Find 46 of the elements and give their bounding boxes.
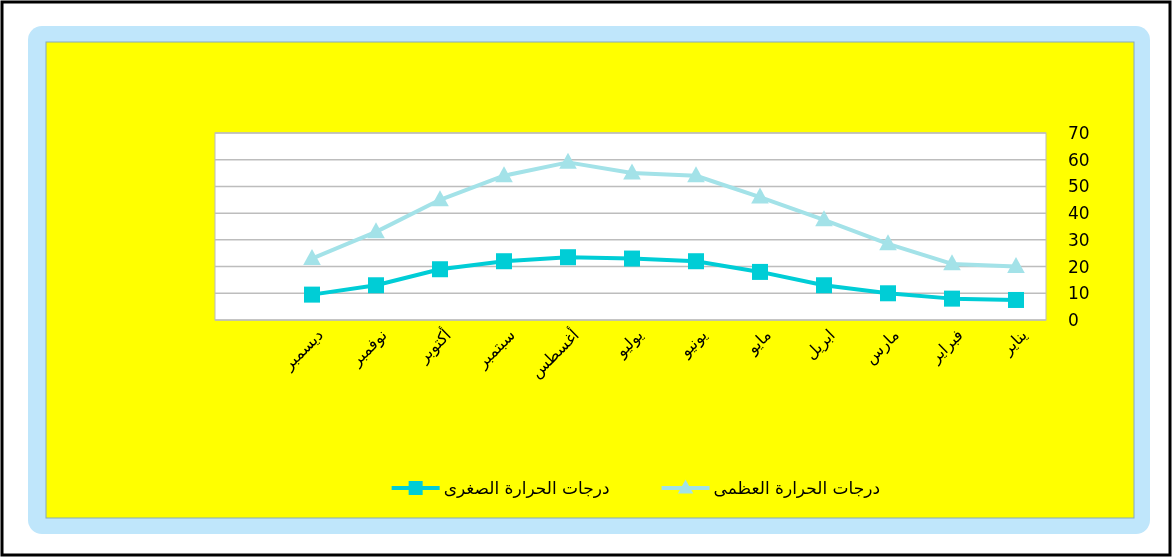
y-tick-label: 20 bbox=[1068, 256, 1090, 277]
legend-label: درجات الحرارة العظمى bbox=[713, 478, 880, 498]
y-tick-label: 40 bbox=[1068, 203, 1090, 224]
point bbox=[495, 166, 513, 183]
point bbox=[1007, 256, 1025, 273]
y-tick-label: 0 bbox=[1068, 310, 1079, 330]
point bbox=[431, 190, 449, 207]
x-tick-label: يناير bbox=[997, 325, 1032, 360]
point bbox=[816, 277, 832, 294]
point bbox=[815, 210, 833, 227]
point bbox=[624, 250, 640, 267]
x-tick-label: سبتمبر bbox=[472, 325, 520, 373]
x-tick-label: فبراير bbox=[925, 325, 968, 368]
x-tick-label: مارس bbox=[860, 325, 904, 369]
x-tick-label: يوليو bbox=[610, 325, 648, 362]
y-tick-label: 60 bbox=[1068, 149, 1090, 170]
point bbox=[879, 234, 897, 251]
x-tick-label: ديسمبر bbox=[278, 325, 328, 375]
legend-label: درجات الحرارة الصغرى bbox=[443, 478, 610, 498]
x-tick-label: أغسطس bbox=[525, 324, 584, 383]
point bbox=[367, 222, 385, 239]
point bbox=[432, 261, 448, 278]
point bbox=[880, 285, 896, 302]
point bbox=[687, 166, 705, 183]
point bbox=[944, 290, 960, 307]
point bbox=[496, 253, 512, 270]
point bbox=[303, 248, 321, 265]
x-tick-label: ابريل bbox=[801, 325, 840, 364]
point bbox=[560, 249, 576, 266]
y-tick-label: 10 bbox=[1068, 283, 1090, 304]
y-tick-label: 50 bbox=[1068, 176, 1090, 197]
y-tick-label: 30 bbox=[1068, 229, 1090, 250]
x-tick-label: مايو bbox=[742, 325, 776, 359]
point bbox=[752, 263, 768, 280]
x-tick-label: يونيو bbox=[675, 325, 712, 362]
point bbox=[559, 152, 577, 169]
point bbox=[688, 253, 704, 270]
point bbox=[304, 286, 320, 303]
point bbox=[368, 277, 384, 294]
y-tick-label: 70 bbox=[1068, 123, 1090, 143]
point bbox=[943, 254, 961, 271]
x-tick-label: أكتوبر bbox=[412, 324, 456, 368]
x-tick-label: نوفمبر bbox=[346, 325, 392, 371]
point bbox=[751, 187, 769, 204]
point bbox=[623, 163, 641, 180]
point bbox=[1008, 291, 1024, 308]
